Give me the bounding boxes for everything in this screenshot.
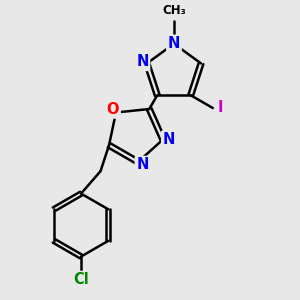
Text: N: N [136,54,148,69]
Text: N: N [136,158,149,172]
Text: I: I [218,100,223,116]
Text: Cl: Cl [73,272,89,287]
Text: N: N [168,36,180,51]
Text: O: O [107,102,119,117]
Text: N: N [163,132,175,147]
Text: CH₃: CH₃ [162,4,186,17]
